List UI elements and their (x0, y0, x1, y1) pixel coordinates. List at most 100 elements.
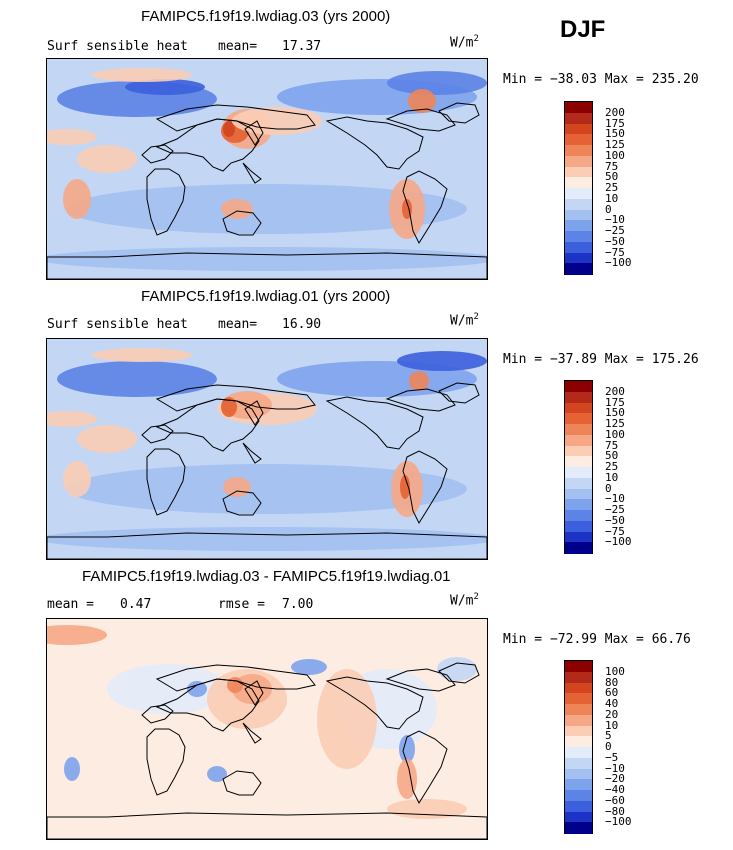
colorbar-tick-label: 80 (605, 675, 619, 689)
colorbar-tick-label: −25 (605, 224, 625, 237)
panel3-mean-value: 0.47 (120, 597, 152, 612)
colorbar-swatch (565, 241, 592, 253)
colorbar-swatch (565, 671, 592, 683)
panel2-mean-label: mean= (218, 317, 258, 332)
coastline (155, 104, 316, 132)
colorbar-tick-label: 10 (605, 718, 619, 732)
panel3-colorbar: 100 80 60 40 20 10 5 0 −5 −10 −20 −40 −60 −80 −100 (564, 660, 632, 834)
field-contour (125, 79, 205, 95)
colorbar-swatch (565, 477, 592, 489)
field-contour (221, 397, 237, 417)
panel3-units: W/m2 (450, 592, 479, 608)
colorbar-tick-label: 200 (605, 384, 625, 398)
colorbar-tick-label: 100 (605, 427, 625, 441)
coastline (47, 532, 487, 559)
panel3-field (47, 619, 487, 839)
colorbar-swatch (565, 488, 592, 500)
field-contour (92, 68, 192, 82)
colorbar-tick-label: −100 (605, 815, 632, 829)
colorbar-tick-label: 175 (605, 395, 625, 409)
field-contour (400, 475, 410, 499)
panel3-mean-label: mean = (47, 597, 94, 612)
colorbar-tick-label: 20 (605, 707, 619, 721)
panel1-mean-label: mean= (218, 39, 258, 54)
colorbar-swatch (565, 434, 592, 446)
coastline (47, 252, 487, 279)
colorbar-tick-label: −10 (605, 761, 625, 775)
coastline (325, 676, 424, 730)
colorbar-swatch (565, 198, 592, 210)
coastline (438, 382, 480, 404)
field-contour (67, 464, 467, 514)
field-contour (47, 527, 487, 551)
colorbar-swatch (565, 402, 592, 414)
coastline (155, 664, 316, 692)
panel1-map (46, 58, 488, 280)
colorbar-swatch (565, 693, 592, 705)
colorbar-swatch (565, 800, 592, 812)
units-exponent: 2 (473, 592, 479, 602)
coastline (222, 770, 262, 796)
coastline (222, 210, 262, 236)
colorbar-tick-label: 10 (605, 470, 619, 484)
coastline (242, 722, 262, 744)
colorbar-tick-label: −40 (605, 783, 625, 796)
colorbar-tick-label: 25 (605, 181, 619, 194)
colorbar-swatch (565, 188, 592, 200)
colorbar-tick-label: −75 (605, 524, 625, 538)
colorbar-swatch (565, 252, 592, 264)
panel3-map (46, 618, 488, 840)
coastline (242, 442, 262, 464)
colorbar-swatch (565, 456, 592, 468)
panel1-field (47, 59, 487, 279)
coastline (385, 668, 456, 692)
colorbar-swatch (565, 231, 592, 243)
colorbar-swatch (565, 145, 592, 157)
field-contour (408, 89, 436, 113)
colorbar-tick-label: −50 (605, 234, 625, 248)
coastline (222, 490, 262, 516)
colorbar-tick-label: −60 (605, 793, 625, 807)
coastline (385, 108, 456, 132)
field-contour (63, 179, 91, 219)
colorbar-tick-label: −100 (605, 535, 632, 549)
colorbar-tick-label: 150 (605, 406, 625, 420)
coastline (325, 396, 424, 450)
coastline (438, 662, 480, 684)
field-contour (291, 659, 327, 675)
colorbar-swatch (565, 747, 592, 759)
colorbar-swatch (565, 155, 592, 167)
colorbar-tick-label: 75 (605, 159, 619, 173)
units-base: W/m (450, 313, 474, 329)
colorbar-tick-label: 40 (605, 697, 619, 710)
colorbar-swatch (565, 413, 592, 425)
colorbar-tick-label: 60 (605, 686, 619, 700)
colorbar-swatch (565, 768, 592, 780)
field-contour (223, 121, 235, 137)
coastline (402, 170, 448, 245)
panel3-title: FAMIPC5.f19f19.lwdiag.03 - FAMIPC5.f19f1… (82, 568, 451, 585)
colorbar-tick-label: −20 (605, 772, 625, 786)
colorbar-swatch (565, 220, 592, 232)
panel2-units: W/m2 (450, 312, 479, 328)
colorbar-swatch (565, 166, 592, 178)
colorbar-swatch (565, 725, 592, 737)
panel2-map (46, 338, 488, 560)
colorbar-tick-label: 0 (605, 481, 612, 495)
colorbar-swatch (565, 811, 592, 823)
panel1-units: W/m2 (450, 34, 479, 50)
field-contour (57, 361, 217, 397)
colorbar-tick-label: −10 (605, 213, 625, 227)
coastline (141, 424, 174, 444)
colorbar-swatch (565, 704, 592, 716)
panel3-rmse-value: 7.00 (282, 597, 314, 612)
coastline (244, 400, 264, 426)
colorbar-tick-label: 50 (605, 170, 619, 184)
colorbar-tick-label: −10 (605, 492, 625, 506)
field-contour (397, 351, 487, 371)
colorbar-tick-label: −5 (605, 750, 619, 764)
field-contour (207, 766, 227, 782)
colorbar-tick-label: 125 (605, 417, 625, 430)
colorbar-swatch (565, 736, 592, 748)
coastline (47, 812, 487, 839)
